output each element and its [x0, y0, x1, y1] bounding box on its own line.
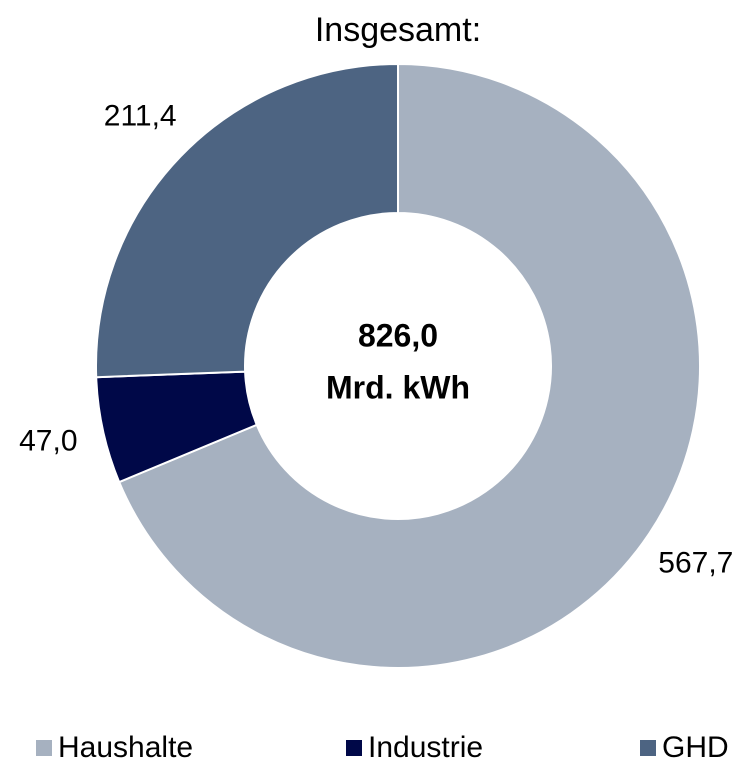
legend-swatch: [36, 740, 52, 756]
donut-slice: [95, 62, 399, 379]
legend-label: GHD: [662, 731, 729, 764]
data-label: 567,7: [658, 547, 733, 580]
center-value: 826,0: [358, 317, 438, 353]
legend-swatch: [346, 740, 362, 756]
legend-swatch: [640, 740, 656, 756]
donut-slice: [117, 62, 701, 669]
data-label: 47,0: [19, 425, 77, 458]
chart-title: Insgesamt:: [315, 11, 481, 49]
data-label: 211,4: [104, 100, 177, 133]
legend-label: Industrie: [368, 731, 483, 764]
legend-label: Haushalte: [58, 731, 193, 764]
center-unit: Mrd. kWh: [326, 369, 470, 405]
